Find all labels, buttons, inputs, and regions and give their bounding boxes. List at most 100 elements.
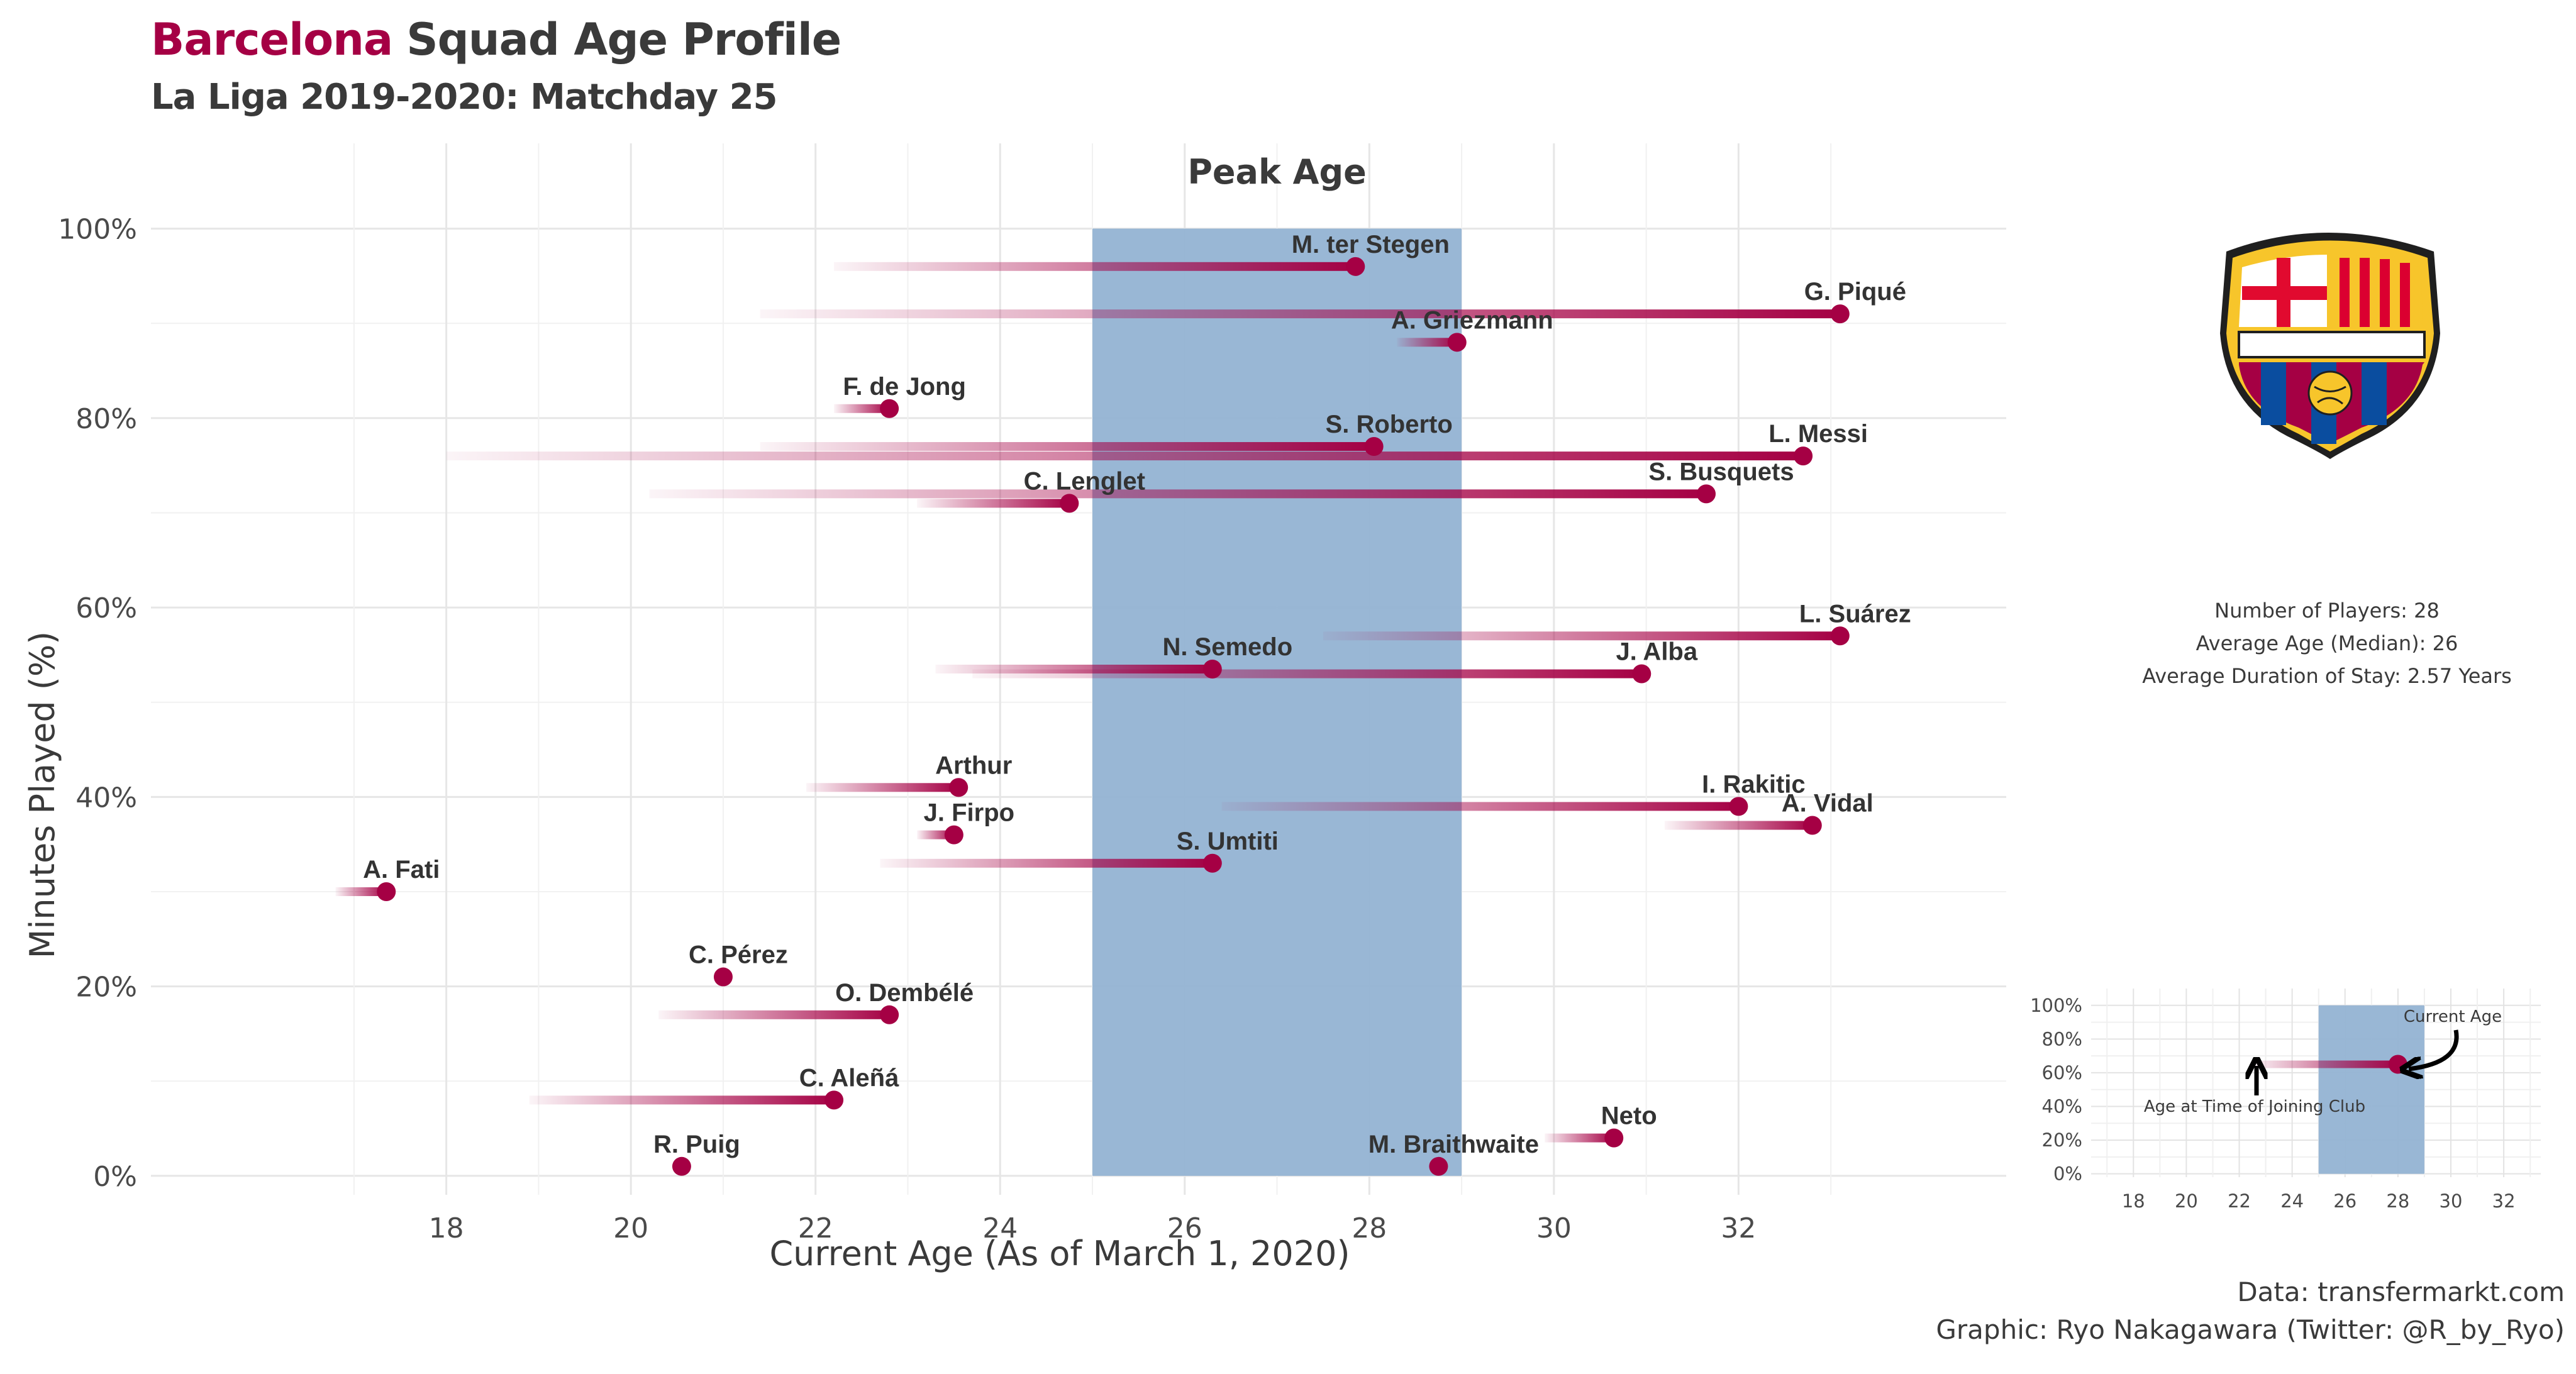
player-label: Arthur [935,751,1012,779]
player-point [1202,853,1222,873]
inset-x-tick-label: 26 [2333,1190,2357,1212]
inset-peak-band [2318,1005,2424,1174]
caption-source: Data: transfermarkt.com [2237,1277,2565,1307]
tenure-segment [1545,1133,1614,1143]
inset-x-tick-label: 20 [2175,1190,2198,1212]
player-label: L. Suárez [1799,600,1911,628]
player-point [1429,1156,1448,1176]
player-label: S. Umtiti [1177,828,1279,855]
player-point [1697,484,1716,504]
player-label: L. Messi [1768,420,1868,448]
tenure-segment [1221,802,1739,811]
x-tick-label: 26 [1167,1212,1202,1244]
inset-x-tick-label: 30 [2440,1190,2463,1212]
inset-x-tick-label: 22 [2228,1190,2251,1212]
player-point [1729,797,1748,816]
player-point [1604,1128,1624,1148]
player-point [1794,446,1813,466]
player-point [1830,626,1850,646]
tenure-segment [972,669,1642,679]
player-label: I. Rakitic [1702,770,1806,798]
inset-y-tick-label: 40% [2042,1096,2082,1117]
player-label: S. Roberto [1326,411,1453,438]
inset-x-tick-label: 32 [2492,1190,2516,1212]
stat-avg-stay: Average Duration of Stay: 2.57 Years [2142,664,2512,688]
player-point [944,825,963,845]
player-label: Neto [1601,1102,1657,1130]
x-tick-label: 22 [798,1212,833,1244]
tenure-segment [880,858,1213,868]
player-label: M. Braithwaite [1368,1131,1539,1158]
x-tick-label: 24 [982,1212,1018,1244]
inset-y-tick-label: 20% [2042,1129,2082,1151]
player-point [1364,437,1384,457]
player-point [1830,304,1850,324]
player-point [1632,664,1652,684]
player-label: A. Griezmann [1391,306,1553,334]
chart-title: Barcelona Squad Age Profile [151,14,841,65]
player-label: N. Semedo [1162,633,1292,661]
player-point [880,399,899,418]
player-label: J. Firpo [924,799,1014,827]
player-label: G. Piqué [1804,278,1906,306]
player-point [377,882,396,901]
inset-tenure-segment [2252,1060,2398,1068]
inset-x-tick-label: 24 [2280,1190,2304,1212]
tenure-segment [760,309,1840,319]
caption: Data: transfermarkt.com Graphic: Ryo Nak… [1936,1273,2565,1349]
x-axis-title: Current Age (As of March 1, 2020) [769,1234,1350,1273]
squad-stats: Number of Players: 28 Average Age (Media… [2138,594,2516,692]
y-tick-label: 60% [75,592,137,624]
player-point [880,1005,899,1024]
x-tick-label: 18 [429,1212,464,1244]
x-tick-label: 20 [613,1212,648,1244]
y-tick-label: 100% [58,214,137,246]
inset-y-tick-label: 80% [2042,1028,2082,1050]
chart-subtitle: La Liga 2019-2020: Matchday 25 [151,77,777,118]
inset-x-tick-label: 18 [2122,1190,2145,1212]
tenure-segment [529,1095,835,1105]
inset-x-tick-label: 28 [2386,1190,2409,1212]
player-point [672,1156,691,1176]
player-point [1060,494,1079,513]
player-label: C. Pérez [689,941,788,969]
y-tick-label: 20% [75,972,137,1004]
y-axis-title: Minutes Played (%) [23,631,62,958]
title-text: Squad Age Profile [406,14,841,65]
inset-annotation-joining-age: Age at Time of Joining Club [2144,1097,2365,1116]
x-tick-label: 28 [1352,1212,1387,1244]
tenure-segment [649,489,1707,499]
inset-y-tick-label: 60% [2042,1062,2082,1083]
player-label: C. Aleñá [799,1064,899,1092]
tenure-segment [806,783,959,792]
player-label: M. ter Stegen [1292,231,1450,258]
stat-median-age: Average Age (Median): 26 [2196,631,2458,655]
inset-annotation-current-age: Current Age [2404,1007,2502,1026]
player-label: A. Fati [363,856,440,884]
inset-y-tick-label: 100% [2030,995,2082,1016]
player-label: O. Dembélé [835,979,974,1007]
tenure-segment [1323,631,1840,641]
player-label: A. Vidal [1782,790,1874,817]
player-label: J. Alba [1616,638,1697,666]
fc-barcelona-crest-icon [2220,233,2440,459]
player-point [949,778,969,797]
caption-credit: Graphic: Ryo Nakagawara (Twitter: @R_by_… [1936,1314,2565,1345]
peak-age-label: Peak Age [1187,152,1366,192]
peak-age-band [1092,228,1462,1176]
player-label: R. Puig [653,1131,740,1158]
player-point [713,967,733,987]
player-point [1346,257,1365,276]
inset-player-point [2388,1055,2407,1074]
team-name: Barcelona [151,14,393,65]
y-tick-label: 0% [93,1161,137,1193]
tenure-segment [834,404,890,413]
player-point [824,1090,844,1110]
x-tick-label: 30 [1536,1212,1572,1244]
inset-arrow-current-icon [2409,1029,2459,1069]
player-label: S. Busquets [1648,458,1794,485]
tenure-segment [446,452,1804,461]
y-tick-label: 40% [75,782,137,814]
